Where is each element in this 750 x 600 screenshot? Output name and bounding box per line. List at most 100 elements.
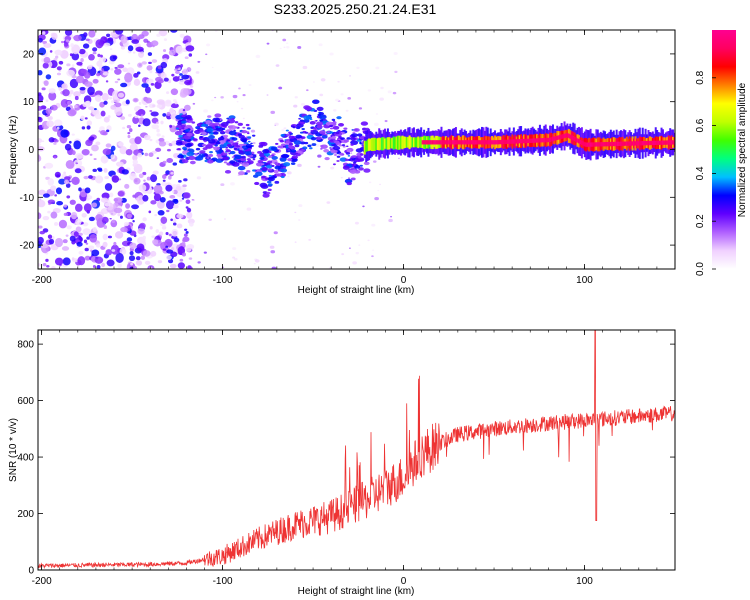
spectrogram-cell — [367, 239, 370, 242]
spectrogram-cell — [302, 65, 308, 70]
spectrogram-cell — [261, 166, 268, 171]
spectrogram-cell — [481, 140, 484, 145]
spectrogram-cell — [255, 54, 261, 59]
spectrogram-cell — [104, 183, 113, 191]
spectrogram-cell — [125, 149, 133, 156]
spectrogram-cell — [415, 137, 418, 148]
spectrogram-cell — [38, 69, 43, 76]
spectrogram-cell — [203, 109, 208, 113]
spectrogram-cell — [635, 141, 638, 146]
spectrogram-cell — [138, 101, 142, 105]
spectrogram-cell — [160, 61, 168, 69]
spectrogram-cell — [95, 214, 103, 222]
spectrogram-cell — [76, 61, 83, 66]
spectrogram-cell — [267, 176, 275, 182]
spectrogram-cell — [88, 175, 93, 179]
spectrogram-cell — [203, 251, 207, 254]
spectrogram-cell — [132, 97, 139, 103]
spectrogram-cell — [69, 235, 76, 242]
spectrogram-cell — [262, 149, 270, 154]
spectrogram-cell — [350, 152, 353, 154]
spectrogram-cell — [206, 156, 210, 159]
spectrogram-cell — [281, 143, 286, 147]
spectrogram-cell — [379, 183, 382, 186]
spectrogram-cell — [92, 168, 97, 173]
spectrogram-cell — [151, 235, 156, 238]
spectrogram-cell — [58, 178, 66, 185]
spectrogram-cell — [627, 141, 630, 146]
spectrogram-cell — [352, 131, 356, 134]
spectrogram-cell — [41, 140, 45, 143]
spectrogram-cell — [312, 127, 317, 130]
spectrogram-cell — [133, 265, 137, 269]
spectrogram-cell — [585, 142, 588, 147]
spectrogram-cell — [233, 257, 238, 261]
spectrogram-cell — [127, 134, 131, 139]
spectrogram-cell — [553, 136, 556, 141]
spectrogram-cell — [441, 140, 444, 145]
spectrogram-cell — [165, 184, 173, 192]
spectrogram-cell — [579, 139, 582, 145]
spectrogram-cell — [270, 110, 276, 114]
spectrogram-cell — [319, 119, 324, 122]
spectrogram-cell — [46, 265, 50, 268]
spectrogram-cell — [82, 228, 91, 235]
spectrogram-cell — [102, 209, 107, 213]
spectrogram-cell — [659, 140, 662, 145]
spectrogram-cell — [71, 44, 81, 55]
spectrogram-cell — [318, 114, 327, 120]
spectrogram-cell — [575, 137, 578, 142]
spectrogram-cell — [225, 146, 229, 149]
spectrogram-cell — [525, 138, 528, 144]
spectrogram-cell — [238, 87, 241, 90]
spectrogram-cell — [253, 263, 256, 265]
spectrogram-cell — [132, 159, 138, 165]
spectrogram-cell — [336, 159, 340, 162]
spectrogram-cell — [288, 135, 295, 140]
spectrogram-cell — [667, 140, 670, 145]
spectrogram-cell — [71, 52, 80, 61]
spectrogram-cell — [195, 71, 200, 74]
spectrogram-cell — [255, 162, 263, 167]
spectrogram-cell — [240, 107, 244, 110]
spectrogram-cell — [320, 78, 326, 82]
spectrogram-cell — [605, 142, 608, 147]
spectrogram-cell — [624, 141, 627, 146]
spectrogram-cell — [195, 126, 201, 130]
spectrogram-cell — [71, 133, 75, 136]
spectrogram-cell — [117, 64, 125, 69]
spectrogram-cell — [329, 127, 334, 130]
spectrogram-cell — [611, 141, 614, 147]
spectrogram-cell — [185, 230, 189, 234]
spectrogram-cell — [392, 91, 397, 95]
spectrogram-cell — [247, 136, 252, 139]
spectrogram-xtick-label: 0 — [401, 275, 407, 286]
spectrogram-cell — [375, 66, 380, 70]
spectrogram-cell — [157, 260, 163, 264]
spectrogram-cell — [102, 71, 109, 76]
spectrogram-cell — [336, 155, 341, 158]
colorbar-tick-label: 0.8 — [695, 70, 706, 84]
spectrogram-cell — [246, 127, 251, 130]
spectrogram-cell — [195, 155, 204, 161]
spectrogram-cell — [86, 236, 90, 240]
spectrogram-cell — [608, 141, 611, 147]
spectrogram-cell — [298, 219, 301, 221]
spectrogram-cell — [336, 116, 342, 120]
spectrogram-cell — [55, 237, 63, 248]
spectrogram-cell — [205, 53, 208, 56]
spectrogram-cell — [274, 165, 282, 170]
spectrogram-cell — [528, 138, 531, 143]
spectrogram-cell — [152, 45, 155, 48]
spectrogram-cell — [501, 139, 504, 145]
spectrogram-cell — [38, 112, 41, 116]
spectrogram-cell — [143, 134, 151, 141]
spectrogram-cell — [172, 218, 177, 223]
spectrogram-cell — [363, 168, 371, 173]
spectrogram-cell — [191, 198, 194, 201]
spectrogram-cell — [185, 129, 190, 132]
spectrogram-cell — [173, 204, 179, 209]
spectrogram-cell — [127, 45, 134, 52]
spectrogram-cell — [166, 148, 171, 152]
spectrogram-cell — [81, 148, 90, 156]
